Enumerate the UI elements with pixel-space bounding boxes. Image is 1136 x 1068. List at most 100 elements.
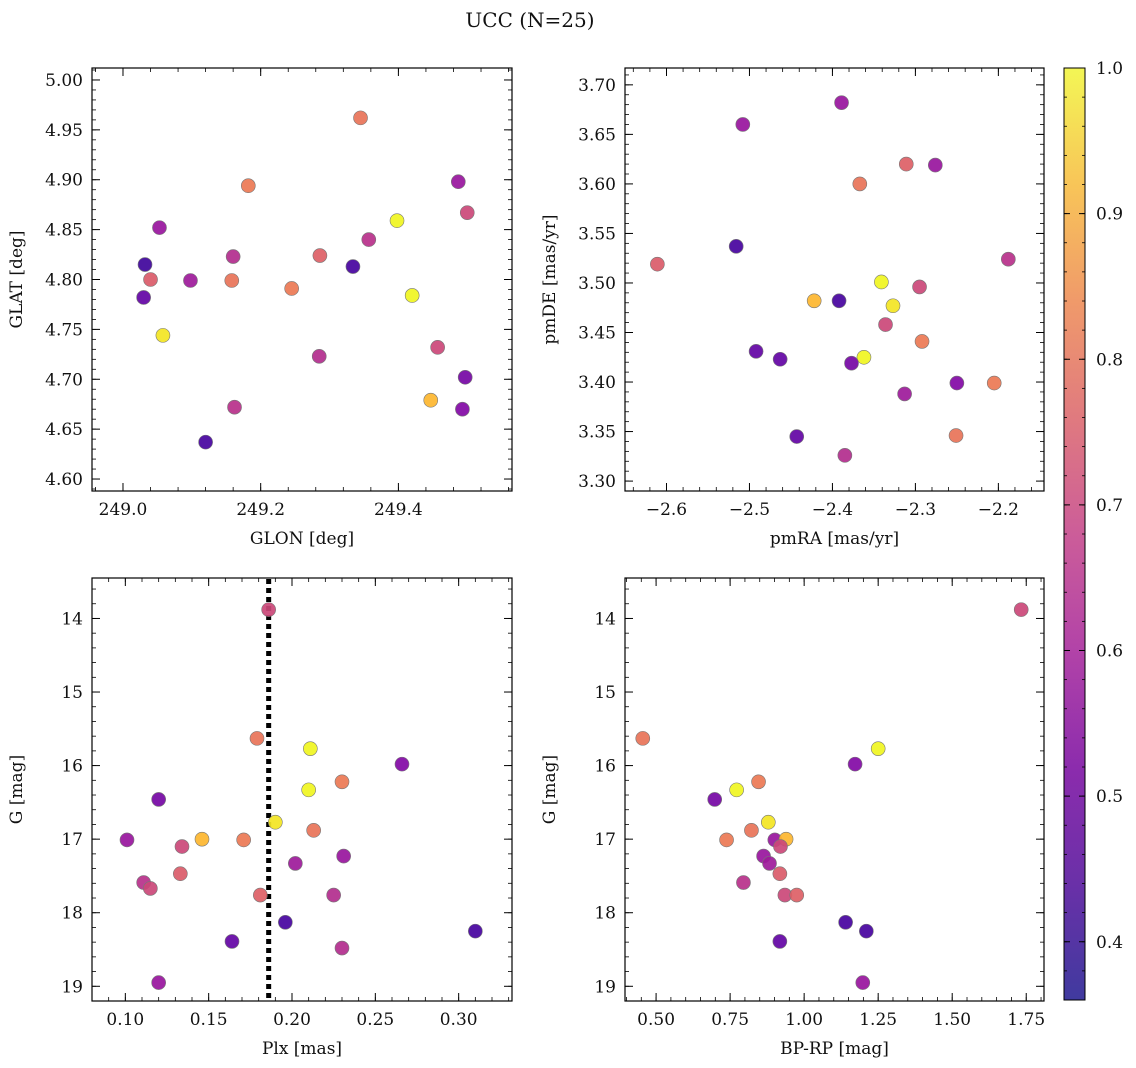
figure-title: UCC (N=25) (465, 8, 594, 32)
y-tick-label: 3.50 (578, 274, 616, 294)
x-tick-label: 1.25 (859, 1010, 897, 1030)
y-tick-label: 3.30 (578, 472, 616, 492)
y-tick-label: 3.65 (578, 125, 616, 145)
y-tick-label: 3.45 (578, 323, 616, 343)
data-point (735, 117, 751, 132)
data-point (762, 856, 777, 871)
x-tick-label: 0.20 (273, 1010, 311, 1030)
x-tick-label: −2.6 (646, 500, 687, 520)
y-tick-label: 15 (594, 683, 616, 703)
data-point (151, 975, 166, 990)
y-tick-label: 17 (594, 830, 616, 850)
y-tick-label: 15 (61, 683, 83, 703)
data-point (986, 375, 1002, 391)
data-point (136, 290, 151, 305)
data-point (870, 741, 886, 756)
data-point (773, 839, 788, 854)
colorbar-tick-label: 0.8 (1096, 350, 1123, 370)
data-point (856, 349, 872, 365)
data-point (430, 340, 445, 355)
data-point (143, 272, 158, 287)
data-point (303, 741, 318, 756)
y-tick-label: 4.70 (45, 370, 83, 390)
data-point (650, 256, 665, 272)
data-point (789, 429, 805, 444)
y-axis-label: G [mag] (7, 755, 27, 824)
colorbar-tick-label: 0.5 (1096, 787, 1123, 807)
x-tick-label: 249.0 (99, 500, 148, 520)
y-tick-label: 16 (594, 757, 616, 777)
data-point (928, 157, 943, 173)
data-point (312, 248, 328, 263)
colorbar-ticks: 0.4 0.5 0.6 0.7 0.8 0.9 1.0 (1064, 59, 1123, 972)
x-tick-label: −2.2 (978, 500, 1019, 520)
y-tick-label: 4.85 (45, 221, 83, 241)
data-point (838, 914, 853, 930)
x-axis-label: pmRA [mas/yr] (770, 529, 899, 549)
x-axis-label: GLON [deg] (250, 529, 354, 549)
data-point (948, 428, 964, 443)
y-tick-label: 3.60 (578, 175, 616, 195)
data-point (855, 975, 871, 990)
x-tick-label: 0.25 (356, 1010, 394, 1030)
subplot-pmra-pmde: −2.6 −2.5 −2.4 −2.3 −2.2 3.30 3.35 3.40 3.45 3.50… (540, 67, 1045, 549)
data-point (852, 176, 868, 192)
data-point (183, 273, 198, 288)
y-tick-label: 3.35 (578, 423, 616, 443)
data-point (772, 934, 788, 949)
data-point (772, 866, 788, 882)
y-axis-label: GLAT [deg] (7, 230, 27, 328)
axes-frame (91, 577, 513, 1002)
data-point (423, 392, 439, 408)
data-point (326, 887, 341, 903)
y-tick-label: 4.65 (45, 420, 83, 440)
data-point (301, 782, 316, 798)
data-points (650, 95, 1016, 463)
x-tick-label: 249.2 (236, 500, 285, 520)
x-tick-label: 0.30 (440, 1010, 478, 1030)
y-tick-label: 18 (594, 904, 616, 924)
data-point (751, 774, 766, 790)
data-point (457, 369, 473, 385)
data-point (240, 178, 256, 194)
data-point (224, 273, 240, 288)
x-tick-label: −2.3 (895, 500, 936, 520)
data-point (859, 923, 874, 939)
data-point (151, 792, 166, 807)
axes-frame (624, 577, 1045, 1002)
data-point (336, 848, 351, 864)
data-point (249, 731, 265, 746)
x-tick-label: 0.75 (711, 1010, 749, 1030)
data-point (253, 887, 268, 903)
data-point (748, 344, 764, 359)
data-point (194, 831, 210, 847)
data-point (878, 317, 893, 332)
data-point (459, 205, 475, 220)
data-point (155, 328, 171, 343)
data-points (119, 602, 483, 990)
data-point (912, 279, 927, 295)
data-point (847, 756, 863, 772)
data-point (455, 401, 470, 417)
data-point (236, 832, 251, 848)
data-point (284, 281, 299, 296)
data-point (450, 174, 466, 190)
data-point (394, 756, 410, 772)
data-point (174, 839, 190, 854)
data-point (635, 731, 651, 746)
colorbar-tick-label: 0.4 (1096, 933, 1123, 953)
subplot-glon-glat: 249.0 249.2 249.4 4.60 4.65 4.70 4.75 4.80 4.85 4… (7, 67, 513, 549)
x-tick-label: 0.15 (190, 1010, 228, 1030)
data-point (789, 887, 805, 903)
x-tick-label: 1.50 (933, 1010, 971, 1030)
data-point (772, 351, 788, 367)
data-point (806, 293, 822, 309)
minor-ticks (625, 68, 1044, 491)
y-tick-label: 4.95 (45, 121, 83, 141)
data-point (728, 239, 744, 254)
y-tick-label: 3.55 (578, 224, 616, 244)
y-tick-label: 5.00 (45, 71, 83, 91)
data-point (225, 249, 241, 264)
x-tick-label: −2.5 (729, 500, 770, 520)
y-tick-label: 14 (594, 609, 616, 629)
